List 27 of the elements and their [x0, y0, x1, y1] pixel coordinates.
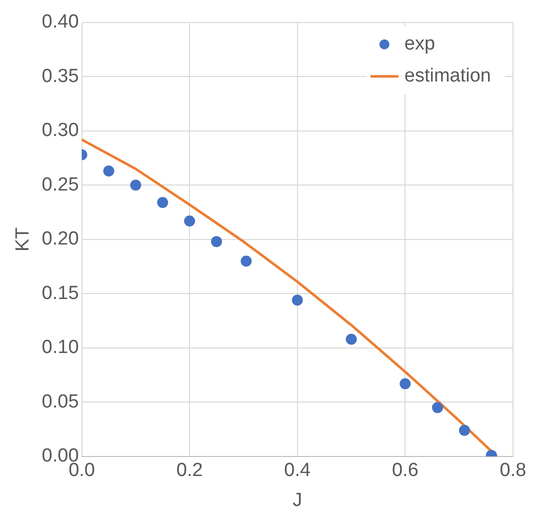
point — [211, 236, 222, 248]
y-tick-label: 0.25 — [42, 174, 79, 196]
point — [240, 256, 252, 267]
y-tick-label: 0.40 — [42, 12, 79, 33]
point — [432, 402, 444, 414]
x-axis-title: J — [292, 490, 302, 511]
y-tick-label: 0.20 — [42, 228, 79, 250]
x-tick-label: 0.8 — [500, 460, 526, 482]
y-tick-label: 0.15 — [42, 282, 79, 304]
point — [292, 294, 303, 306]
x-tick-label: 0.6 — [392, 460, 418, 482]
y-axis-title: KT — [12, 226, 34, 252]
y-tick-label: 0.10 — [42, 337, 79, 358]
x-tick-label: 0.4 — [284, 460, 312, 482]
point — [400, 378, 411, 390]
legend-label: exp — [404, 34, 436, 55]
y-tick-label: 0.35 — [42, 66, 79, 87]
y-tick-label: 0.05 — [42, 391, 79, 412]
point — [458, 424, 470, 436]
x-tick-label: 0.2 — [176, 460, 203, 482]
y-tick-label: 0.30 — [42, 120, 79, 142]
point — [103, 166, 114, 177]
point — [130, 180, 142, 191]
point — [184, 215, 196, 226]
point — [157, 197, 168, 208]
legend-label: estimation — [404, 66, 492, 87]
point — [346, 334, 357, 345]
